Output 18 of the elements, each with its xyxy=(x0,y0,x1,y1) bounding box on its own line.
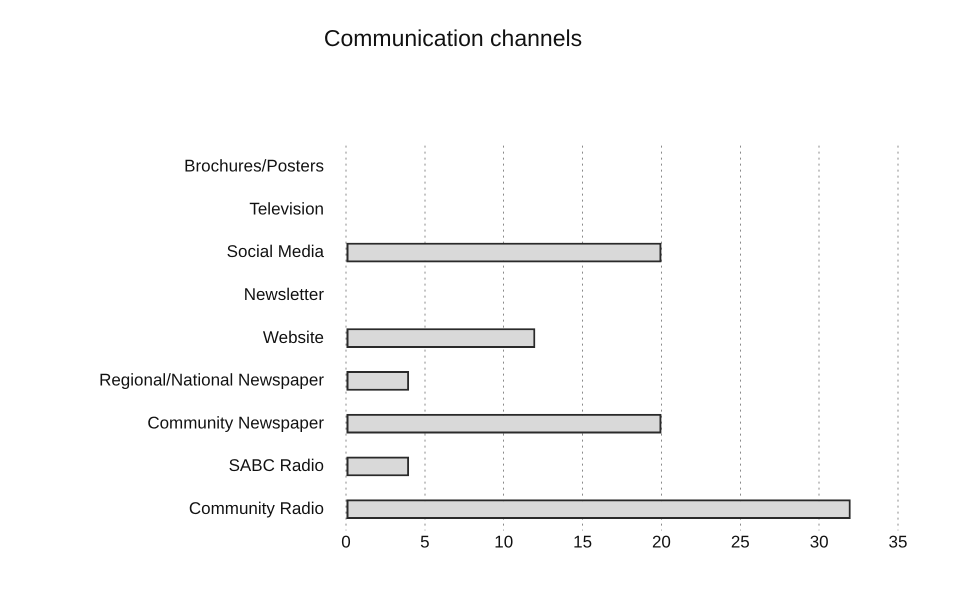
x-tick-label: 25 xyxy=(730,532,750,552)
chart-title: Communication channels xyxy=(324,25,582,52)
y-tick-label: Social Media xyxy=(226,242,325,262)
x-tick-label: 30 xyxy=(810,532,829,552)
y-tick-label: Community Radio xyxy=(188,498,324,518)
x-tick-label: 20 xyxy=(652,532,671,552)
x-tick-label: 15 xyxy=(573,532,592,552)
x-tick-label: 35 xyxy=(888,532,908,552)
x-tick-label: 0 xyxy=(341,532,351,552)
x-tick-label: 10 xyxy=(494,532,514,552)
y-tick-label: SABC Radio xyxy=(228,456,324,476)
y-tick-label: Regional/National Newspaper xyxy=(99,370,324,390)
y-tick-label: Television xyxy=(249,199,324,218)
y-tick-label: Community Newspaper xyxy=(147,413,324,432)
y-tick-label: Newsletter xyxy=(244,285,324,304)
y-tick-label: Brochures/Posters xyxy=(184,156,324,176)
x-tick-label: 5 xyxy=(420,532,430,552)
y-tick-label: Website xyxy=(262,328,324,347)
